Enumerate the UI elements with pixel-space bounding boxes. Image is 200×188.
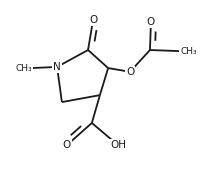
Text: O: O: [146, 17, 154, 27]
Text: O: O: [62, 140, 71, 150]
Text: O: O: [88, 15, 97, 25]
Text: CH₃: CH₃: [15, 64, 32, 73]
Text: N: N: [53, 62, 61, 72]
Text: O: O: [125, 67, 134, 77]
Text: CH₃: CH₃: [179, 47, 196, 56]
Text: OH: OH: [109, 140, 125, 150]
